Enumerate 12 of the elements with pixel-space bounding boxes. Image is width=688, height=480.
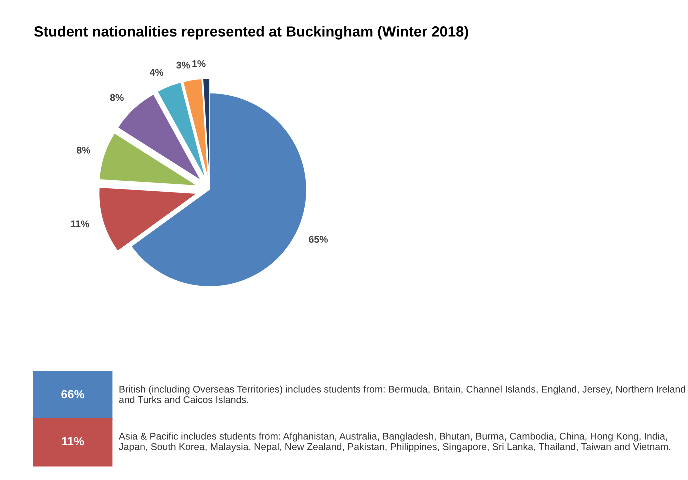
text: British (including Overseas Territories) includes students from: Bermuda, Britain, Channel Islands, England, Jersey, Northern Ireland and Turks and Caicos Islands. <box>119 386 686 404</box>
text: Asia & Pacific includes students from: Afghanistan, Australia, Bangladesh, Bhutan, Burma, Cambodia, China, Hong Kong, India, Japan, South Korea, Malaysia, Nepal, New Zealand, Pakistan, Philippines, Singapore, Sri Lanka, Thailand, Taiwan and Vietnam. <box>119 432 670 452</box>
data-label: 4% <box>150 69 164 76</box>
data-label: 3% <box>176 62 190 69</box>
data-label: 8% <box>77 146 91 154</box>
data-label: 11% <box>71 220 90 228</box>
data-label: 8% <box>110 94 124 102</box>
text: 66% <box>62 390 85 399</box>
data-label: 65% <box>309 236 328 243</box>
data-label: 1% <box>192 60 206 68</box>
chart-title: Student nationalities represented at Buckingham (Winter 2018) <box>34 26 468 40</box>
text: 11% <box>62 437 84 446</box>
